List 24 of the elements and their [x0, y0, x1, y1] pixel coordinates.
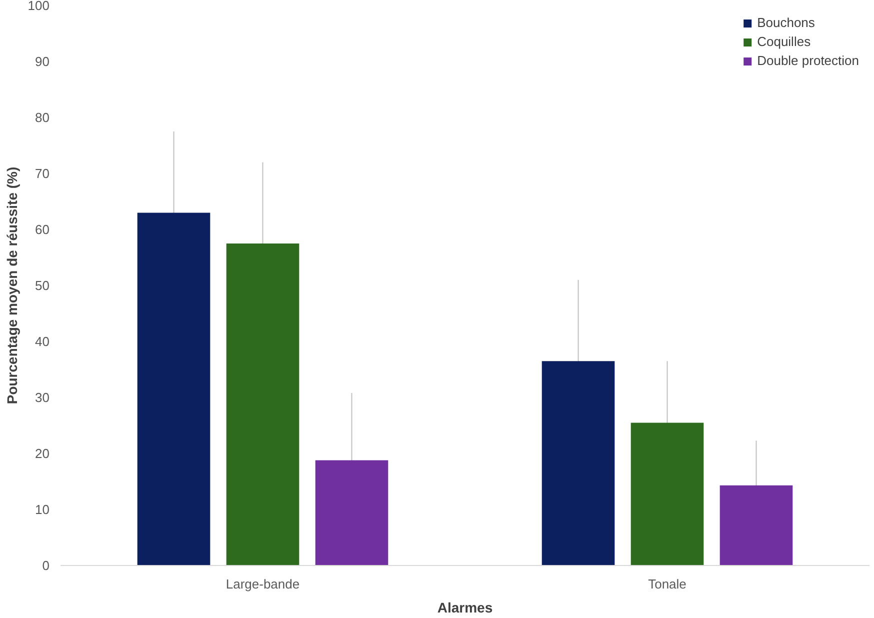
y-axis-title: Pourcentage moyen de réussite (%)	[4, 166, 20, 404]
bar	[315, 460, 388, 566]
x-tick-label: Large-bande	[226, 576, 300, 592]
legend-label: Coquilles	[757, 34, 811, 49]
legend-label: Double protection	[757, 53, 859, 68]
y-tick-label: 80	[35, 110, 50, 125]
y-tick-label: 10	[35, 502, 50, 517]
y-tick-label: 60	[35, 222, 50, 237]
y-tick-label: 0	[42, 558, 50, 573]
y-tick-label: 100	[28, 0, 50, 13]
legend-label: Bouchons	[757, 15, 815, 30]
y-tick-label: 20	[35, 446, 50, 461]
y-tick-label: 50	[35, 278, 50, 293]
bar	[720, 485, 793, 566]
bar	[630, 422, 704, 566]
x-axis-title: Alarmes	[437, 600, 493, 616]
y-tick-label: 70	[35, 166, 50, 181]
y-tick-label: 90	[35, 54, 50, 69]
y-tick-label: 30	[35, 390, 50, 405]
bar	[226, 244, 300, 566]
y-tick-label: 40	[35, 334, 50, 349]
bar	[137, 212, 210, 566]
x-tick-label: Tonale	[648, 576, 686, 592]
bar	[542, 361, 615, 566]
